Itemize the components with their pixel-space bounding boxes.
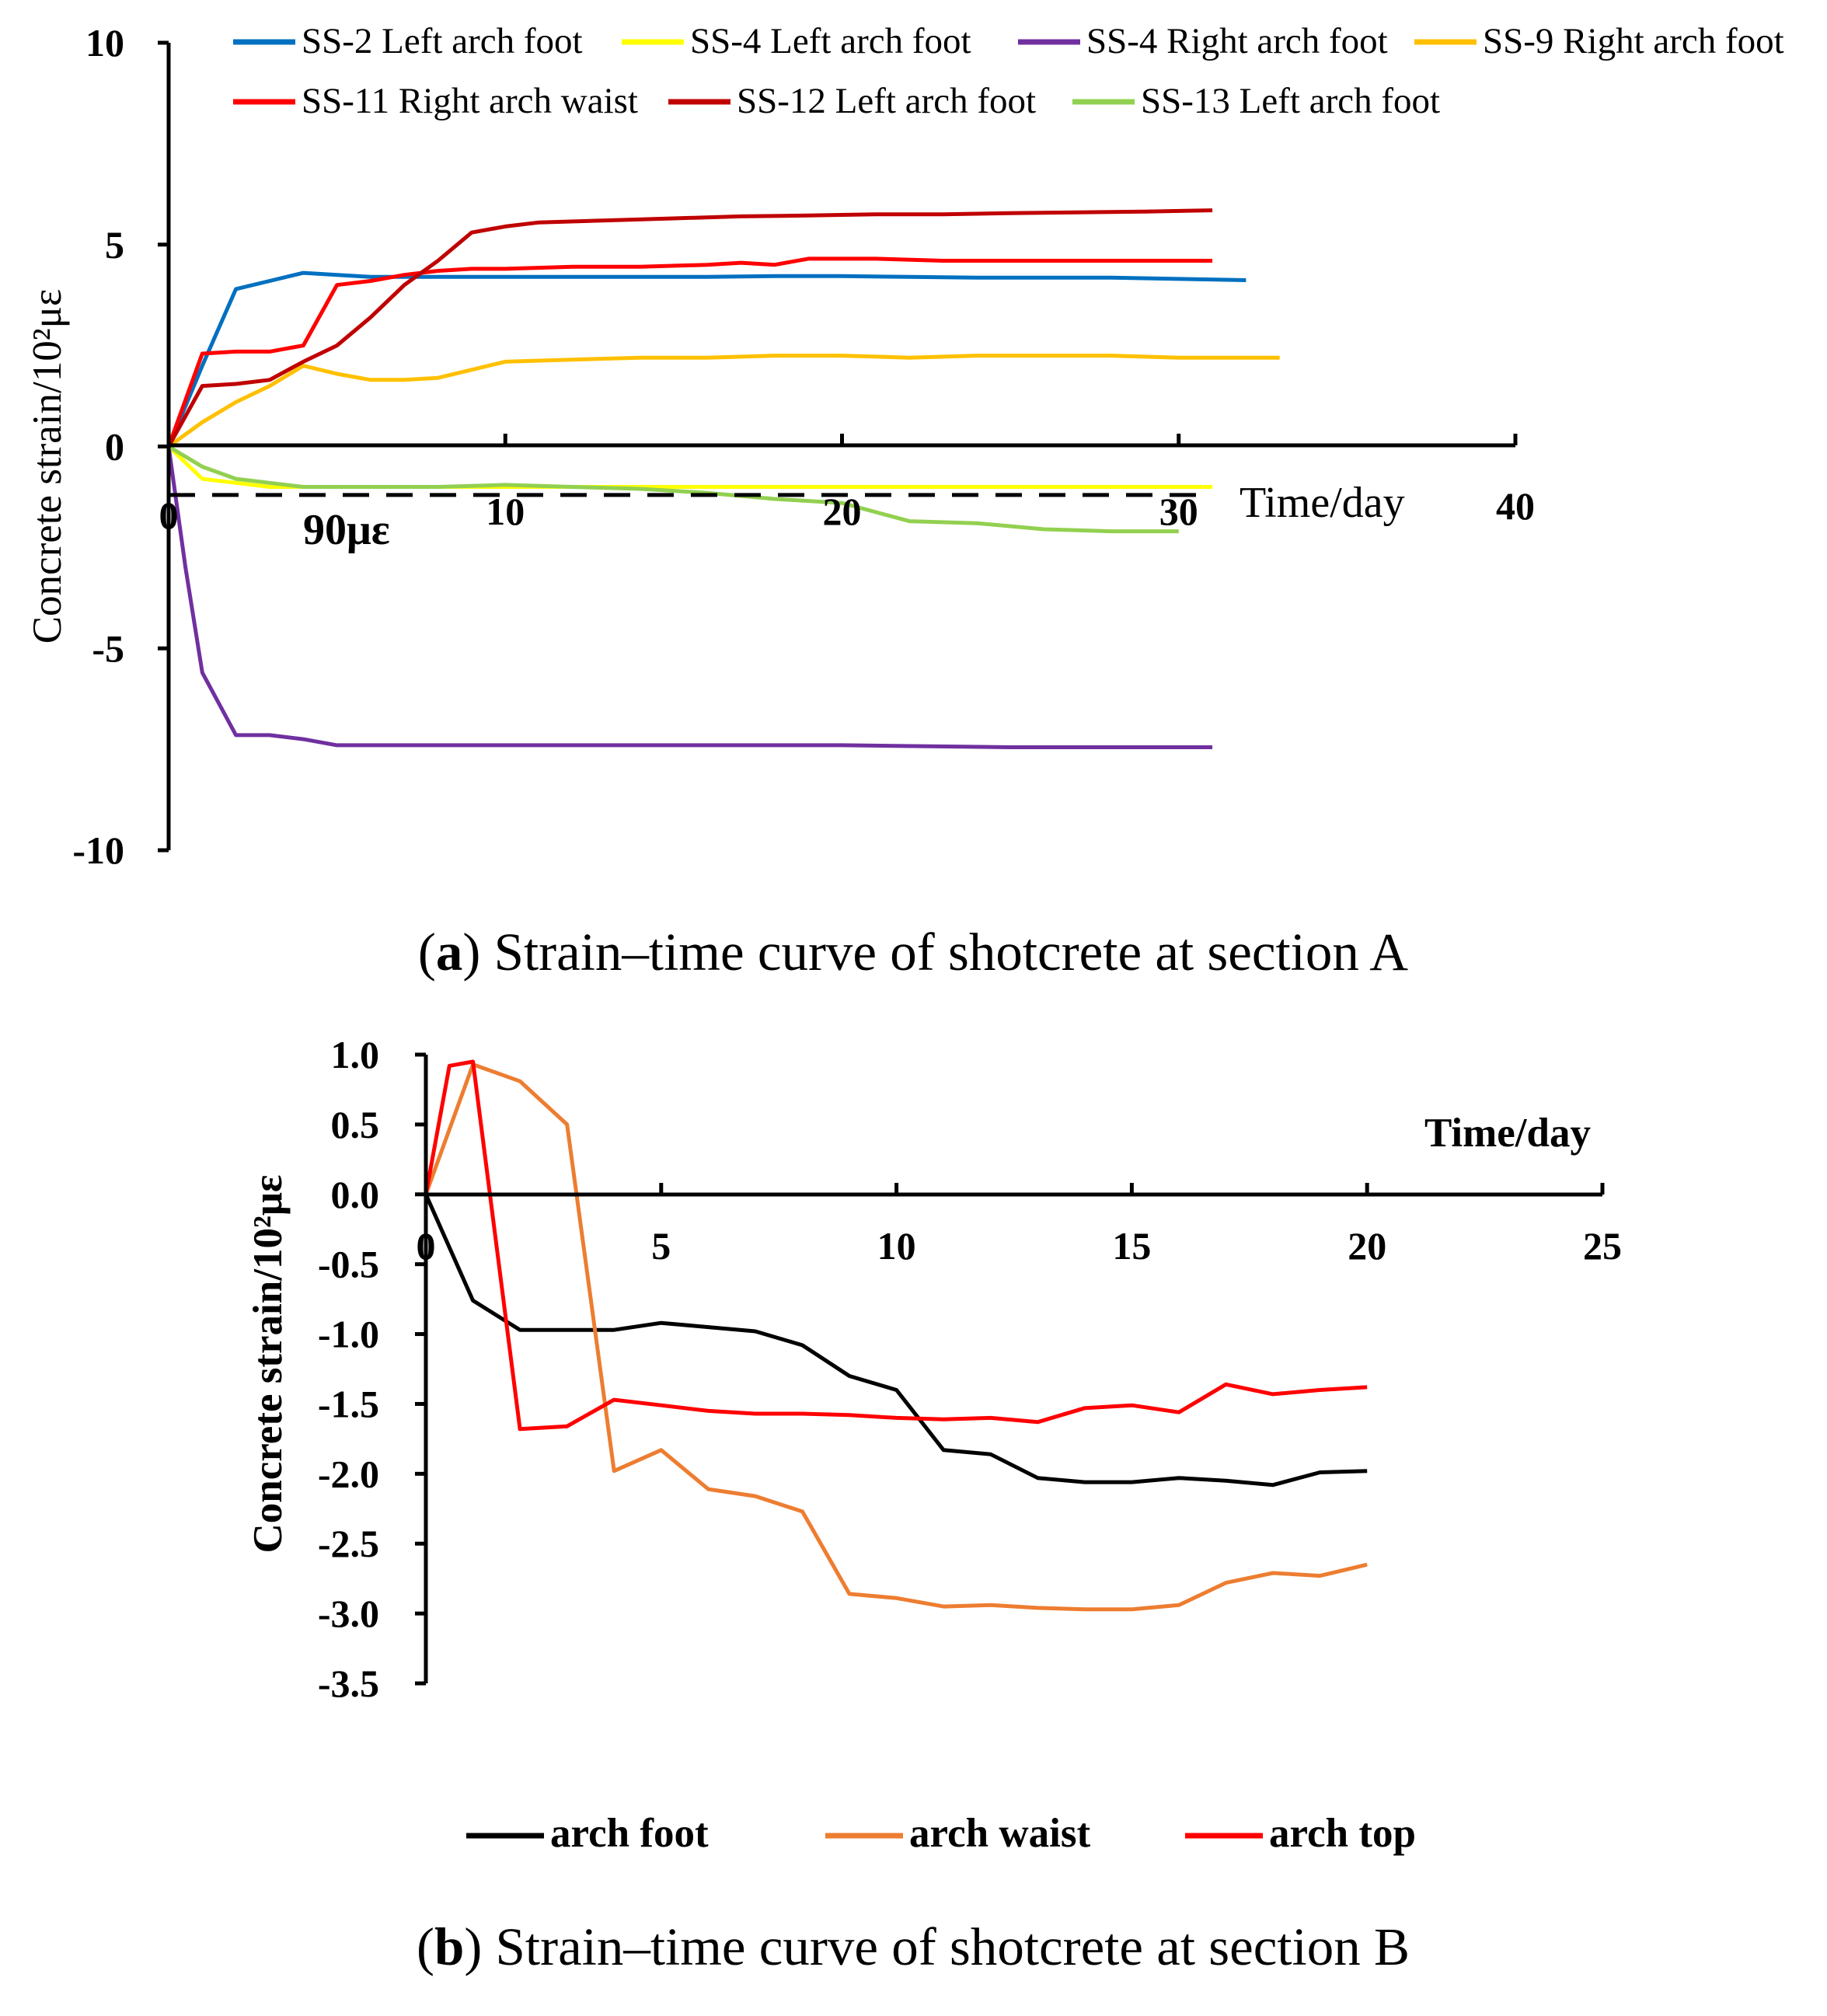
x-axis-label-a: Time/day — [1240, 479, 1405, 527]
y-tick-label: -2.0 — [318, 1452, 379, 1495]
x-tick-label: 10 — [486, 490, 525, 533]
y-tick-label: -0.5 — [318, 1243, 379, 1286]
caption-b: (b) Strain–time curve of shotcrete at se… — [417, 1917, 1410, 1976]
x-tick-label: 25 — [1583, 1224, 1622, 1268]
legend-label: SS-9 Right arch foot — [1483, 21, 1784, 61]
y-tick-label: 10 — [85, 21, 124, 65]
series-line-ss-2-left-arch-foot-a0 — [166, 270, 1246, 448]
y-ticks-b: 1.0 0.5 0.0 -0.5 -1.0 -1.5 -2.0 -2.5 -3.0 -3.5 — [318, 1033, 426, 1705]
y-tick-label: 0.0 — [331, 1173, 380, 1216]
series-line-ss-4-left-arch-foot-a1 — [167, 445, 1213, 489]
y-tick-label: -2.5 — [318, 1522, 379, 1565]
legend-label: arch waist — [909, 1811, 1090, 1856]
series-line-ss-13-left-arch-foot-a6 — [167, 445, 1179, 534]
y-tick-label: -1.5 — [318, 1382, 379, 1425]
series-line-ss-9-right-arch-foot-a3 — [167, 354, 1280, 448]
legend-label: arch foot — [550, 1811, 709, 1856]
y-tick-label: 0 — [105, 425, 124, 469]
series-line-arch-waist — [424, 1062, 1368, 1612]
y-tick-label: -5 — [92, 626, 124, 670]
caption-a-letter: a — [436, 923, 463, 982]
x-tick-label: 0 — [417, 1224, 436, 1268]
x-tick-label: 0 — [159, 494, 179, 537]
x-ticks-a: 0 10 20 30 40 — [159, 434, 1535, 537]
y-axis-label-a: Concrete strain/10²με — [25, 289, 70, 644]
legend-label: SS-11 Right arch waist — [302, 81, 638, 121]
legend-label: SS-12 Left arch foot — [737, 81, 1036, 121]
series-line-arch-foot — [424, 1193, 1368, 1488]
chart-a-series-lines — [166, 208, 1280, 749]
series-line-ss-4-right-arch-foot-a2 — [166, 446, 1213, 749]
x-tick-label: 15 — [1112, 1224, 1151, 1268]
chart-b-series-lines — [424, 1059, 1368, 1612]
series-line-arch-top — [424, 1059, 1368, 1432]
x-tick-label: 10 — [877, 1224, 916, 1268]
series-line-ss-12-left-arch-foot-a5 — [166, 208, 1213, 448]
legend-label: SS-13 Left arch foot — [1141, 81, 1440, 121]
y-tick-label: 1.0 — [331, 1033, 380, 1076]
chart-a: 90με 10 5 0 -5 -10 0 10 20 30 40 Time/day Concre… — [25, 21, 1784, 982]
caption-b-letter: b — [434, 1917, 464, 1976]
legend-a: SS-2 Left arch foot SS-4 Left arch foot SS… — [233, 21, 1784, 121]
threshold-label: 90με — [303, 506, 390, 554]
x-tick-label: 30 — [1159, 490, 1198, 533]
x-tick-label: 20 — [823, 490, 862, 533]
y-tick-label: -3.5 — [318, 1662, 379, 1705]
caption-a-text: ) Strain–time curve of shotcrete at sect… — [462, 923, 1408, 982]
series-line-ss-11-right-arch-waist-a4 — [166, 256, 1213, 448]
caption-a: (a) Strain–time curve of shotcrete at se… — [418, 923, 1408, 982]
y-ticks-a: 10 5 0 -5 -10 — [72, 21, 169, 872]
legend-label: arch top — [1269, 1811, 1416, 1856]
y-axis-label-b: Concrete strain/10²με — [246, 1174, 291, 1553]
x-tick-label: 20 — [1348, 1224, 1386, 1268]
x-tick-label: 5 — [651, 1224, 671, 1268]
y-tick-label: -3.0 — [318, 1592, 379, 1635]
legend-label: SS-4 Right arch foot — [1086, 21, 1388, 61]
caption-b-text: ) Strain–time curve of shotcrete at sect… — [464, 1917, 1410, 1976]
y-tick-label: -1.0 — [318, 1313, 379, 1356]
legend-label: SS-4 Left arch foot — [690, 21, 971, 61]
chart-b: 1.0 0.5 0.0 -0.5 -1.0 -1.5 -2.0 -2.5 -3.0 -3.5 0 5… — [246, 1033, 1622, 1976]
y-tick-label: 5 — [105, 223, 124, 267]
x-tick-label: 40 — [1496, 484, 1535, 528]
legend-label: SS-2 Left arch foot — [302, 21, 583, 61]
y-tick-label: -10 — [72, 828, 124, 872]
legend-b: arch foot arch waist arch top — [466, 1811, 1416, 1856]
x-ticks-b: 0 5 10 15 20 25 — [417, 1183, 1622, 1268]
y-tick-label: 0.5 — [331, 1103, 380, 1146]
x-axis-label-b: Time/day — [1424, 1111, 1591, 1156]
